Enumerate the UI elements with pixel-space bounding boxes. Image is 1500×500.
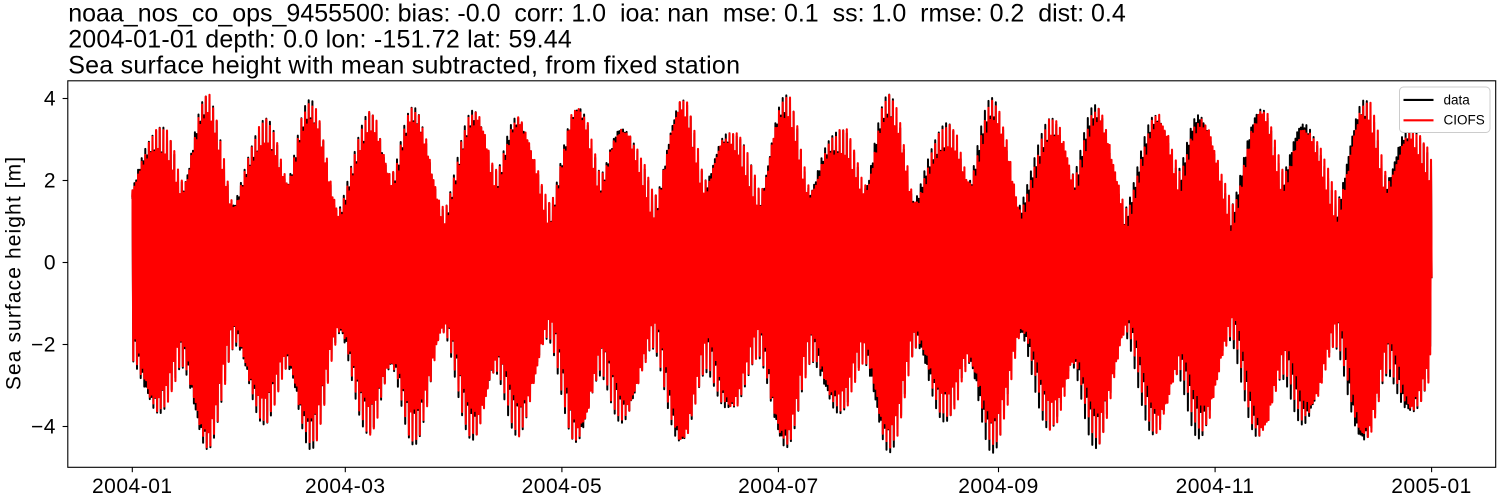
svg-text:data: data [1444,92,1471,107]
svg-text:2004-03: 2004-03 [305,475,386,498]
svg-text:Sea surface height [m]: Sea surface height [m] [2,156,25,390]
svg-text:2005-01: 2005-01 [1391,475,1472,498]
svg-text:4: 4 [44,87,56,110]
svg-text:Sea surface height with mean s: Sea surface height with mean subtracted,… [68,52,740,80]
svg-text:2004-01: 2004-01 [92,475,173,498]
svg-text:2004-11: 2004-11 [1176,475,1255,498]
svg-text:CIOFS: CIOFS [1444,113,1485,128]
svg-text:2: 2 [44,169,56,192]
svg-text:2004-09: 2004-09 [958,475,1039,498]
svg-text:2004-01-01 depth: 0.0 lon: -15: 2004-01-01 depth: 0.0 lon: -151.72 lat: … [68,26,572,54]
svg-text:−2: −2 [31,333,56,356]
svg-text:0: 0 [44,251,56,274]
svg-text:−4: −4 [31,415,56,438]
svg-text:2004-07: 2004-07 [738,475,819,498]
svg-text:2004-05: 2004-05 [522,475,603,498]
svg-text:noaa_nos_co_ops_9455500: bias:: noaa_nos_co_ops_9455500: bias: -0.0 corr… [68,0,1126,27]
